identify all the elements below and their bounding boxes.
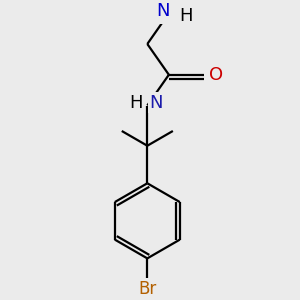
Text: Br: Br [138, 280, 156, 298]
Text: O: O [209, 66, 223, 84]
Text: H: H [179, 7, 193, 25]
Text: H: H [129, 94, 143, 112]
Text: N: N [157, 2, 170, 20]
Text: N: N [149, 94, 163, 112]
